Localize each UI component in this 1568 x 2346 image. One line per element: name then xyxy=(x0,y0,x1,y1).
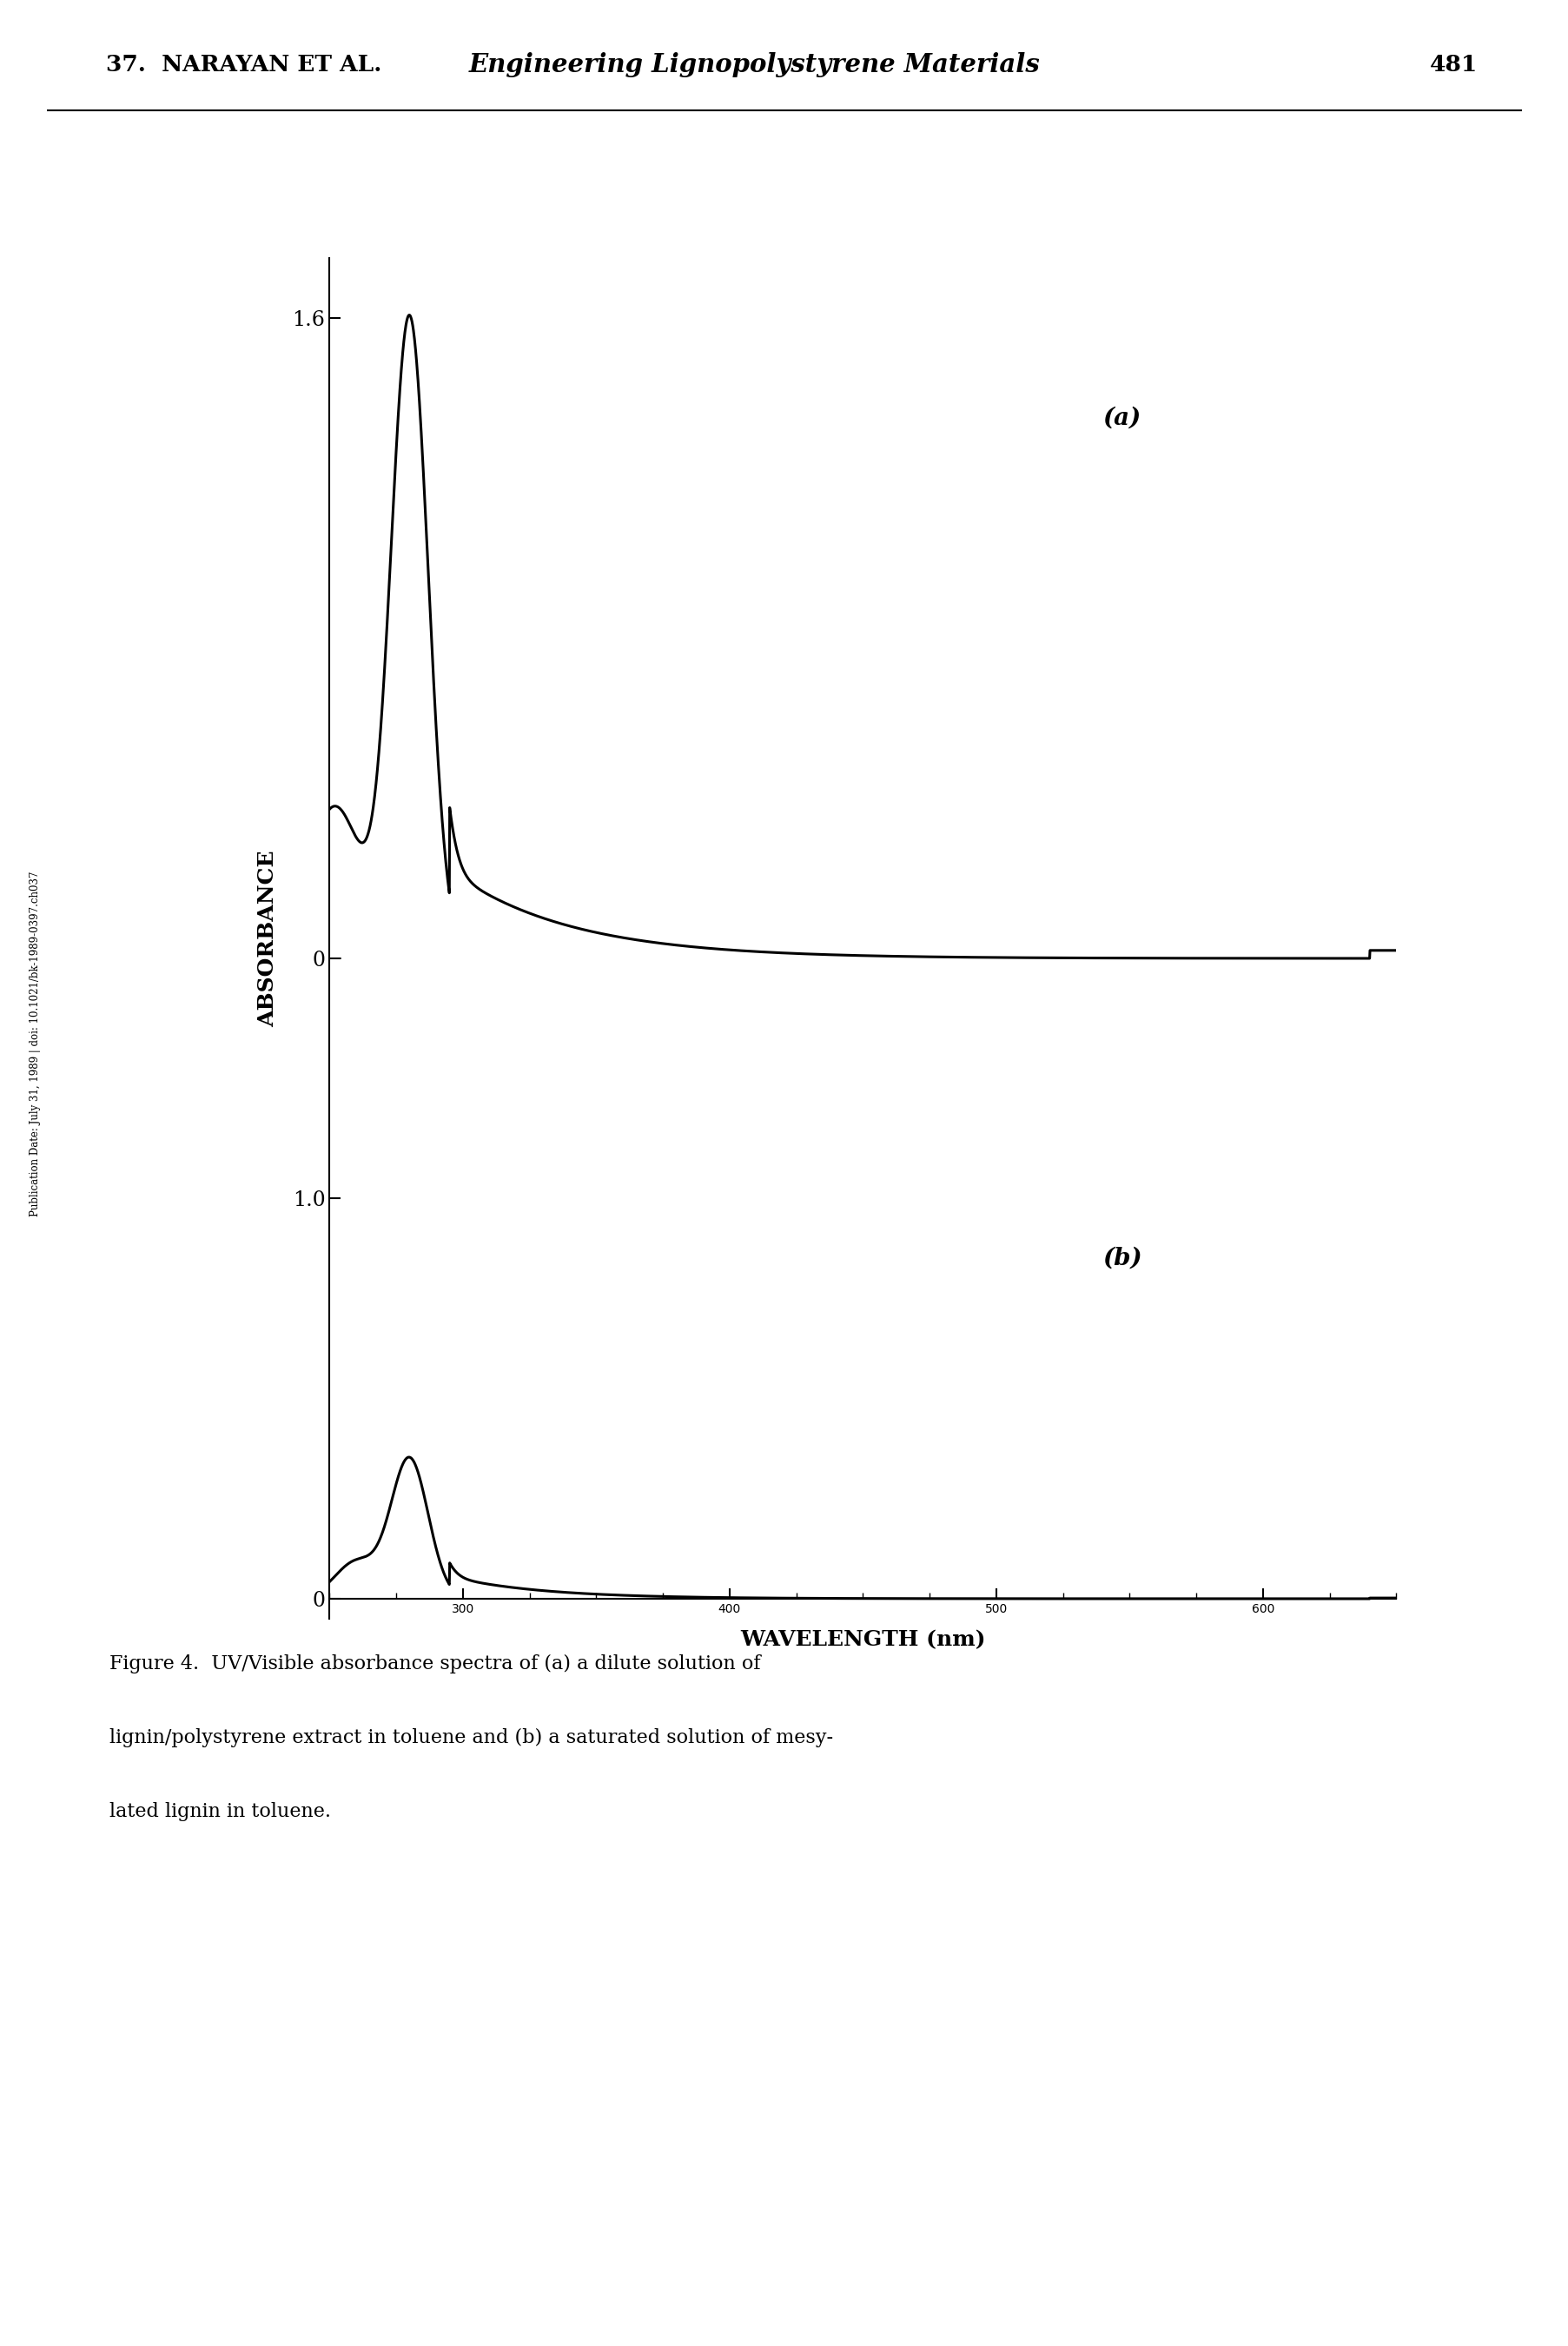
Text: (a): (a) xyxy=(1102,406,1142,429)
Text: (b): (b) xyxy=(1102,1246,1142,1269)
Text: 481: 481 xyxy=(1428,54,1477,75)
Text: Publication Date: July 31, 1989 | doi: 10.1021/bk-1989-0397.ch037: Publication Date: July 31, 1989 | doi: 1… xyxy=(30,870,41,1218)
Text: Engineering Lignopolystyrene Materials: Engineering Lignopolystyrene Materials xyxy=(469,52,1040,77)
Text: lignin/polystyrene extract in toluene and (b) a saturated solution of mesy-: lignin/polystyrene extract in toluene an… xyxy=(110,1729,833,1748)
Text: Figure 4.  UV/Visible absorbance spectra of (a) a dilute solution of: Figure 4. UV/Visible absorbance spectra … xyxy=(110,1654,760,1673)
Text: lated lignin in toluene.: lated lignin in toluene. xyxy=(110,1802,331,1820)
X-axis label: WAVELENGTH (nm): WAVELENGTH (nm) xyxy=(740,1630,985,1652)
Y-axis label: ABSORBANCE: ABSORBANCE xyxy=(257,849,278,1028)
Text: 37.  NARAYAN ET AL.: 37. NARAYAN ET AL. xyxy=(107,54,381,75)
